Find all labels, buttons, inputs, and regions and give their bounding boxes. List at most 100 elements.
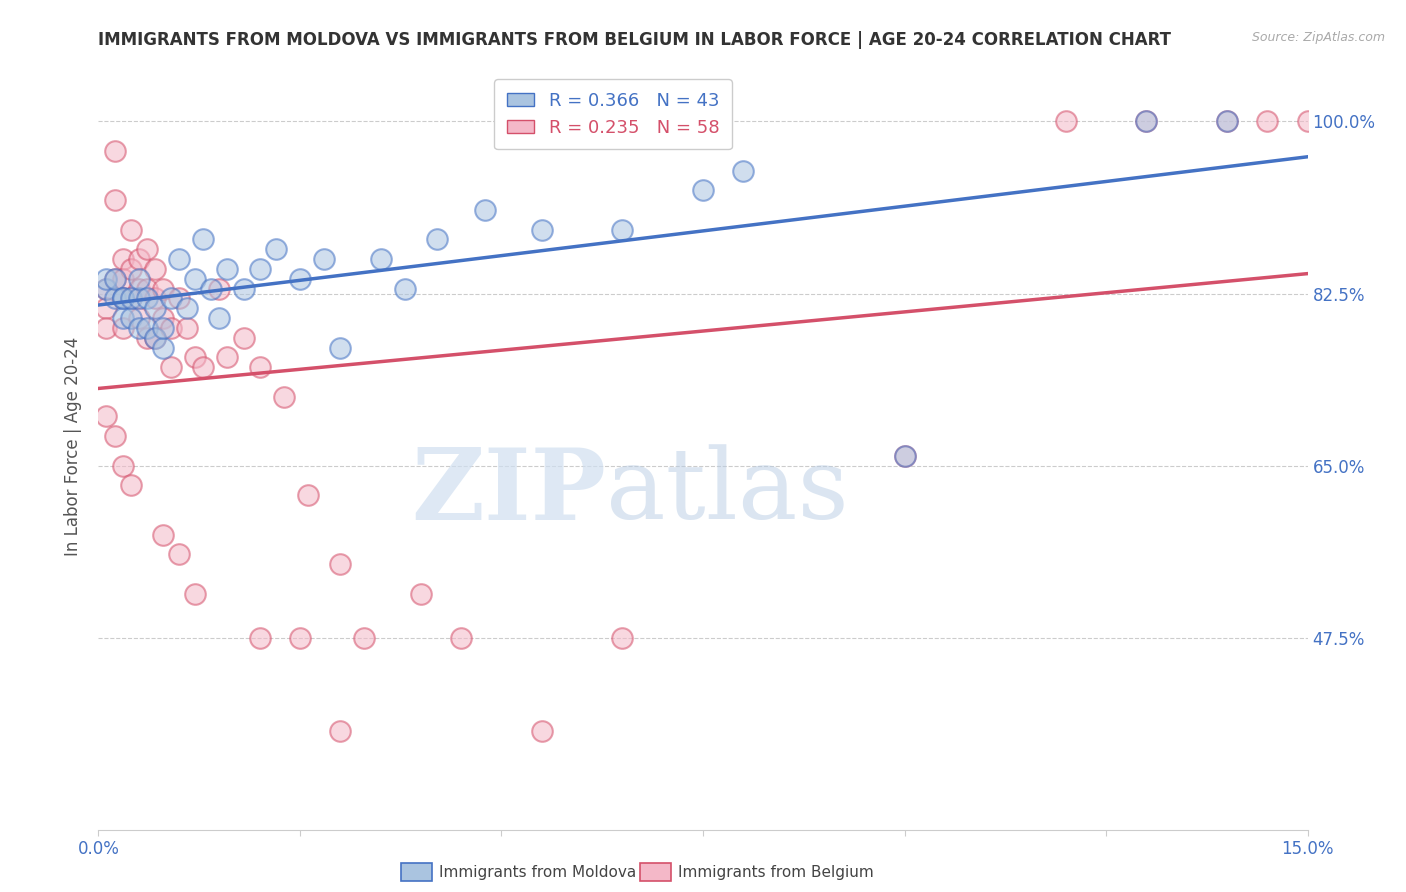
Immigrants from Moldova xyxy=(96,282,118,296)
Immigrants from Belgium xyxy=(103,429,125,443)
Immigrants from Moldova xyxy=(135,321,157,335)
Legend: R = 0.366   N = 43, R = 0.235   N = 58: R = 0.366 N = 43, R = 0.235 N = 58 xyxy=(495,79,731,150)
Text: atlas: atlas xyxy=(606,444,849,540)
Immigrants from Moldova xyxy=(152,341,174,355)
Immigrants from Moldova xyxy=(111,292,134,306)
Immigrants from Moldova xyxy=(612,222,634,236)
Immigrants from Moldova xyxy=(530,222,553,236)
Immigrants from Belgium xyxy=(329,557,352,571)
Immigrants from Belgium xyxy=(103,193,125,207)
Immigrants from Belgium xyxy=(152,527,174,541)
Immigrants from Belgium xyxy=(103,144,125,158)
Immigrants from Belgium xyxy=(160,360,183,375)
Immigrants from Belgium xyxy=(167,547,190,561)
Immigrants from Moldova xyxy=(184,272,207,286)
Immigrants from Moldova xyxy=(103,272,125,286)
Immigrants from Belgium xyxy=(353,631,375,645)
Immigrants from Moldova xyxy=(232,282,254,296)
Immigrants from Moldova xyxy=(176,301,198,316)
Text: ZIP: ZIP xyxy=(412,443,606,541)
Immigrants from Belgium xyxy=(1296,114,1319,128)
Immigrants from Belgium xyxy=(232,331,254,345)
Immigrants from Moldova xyxy=(217,262,239,277)
Immigrants from Belgium xyxy=(184,351,207,365)
Immigrants from Moldova xyxy=(370,252,392,267)
Immigrants from Belgium xyxy=(1216,114,1239,128)
Immigrants from Moldova xyxy=(135,292,157,306)
Immigrants from Belgium xyxy=(135,331,157,345)
Immigrants from Belgium xyxy=(128,252,150,267)
Immigrants from Belgium xyxy=(152,282,174,296)
Immigrants from Belgium xyxy=(249,360,271,375)
Y-axis label: In Labor Force | Age 20-24: In Labor Force | Age 20-24 xyxy=(65,336,83,556)
Immigrants from Belgium xyxy=(193,360,215,375)
Immigrants from Belgium xyxy=(1256,114,1278,128)
Immigrants from Belgium xyxy=(208,282,231,296)
Immigrants from Moldova xyxy=(120,292,142,306)
Immigrants from Moldova xyxy=(152,321,174,335)
Immigrants from Belgium xyxy=(111,292,134,306)
Immigrants from Moldova xyxy=(200,282,222,296)
Immigrants from Belgium xyxy=(297,488,319,502)
Immigrants from Belgium xyxy=(96,301,118,316)
Immigrants from Moldova xyxy=(103,292,125,306)
Immigrants from Belgium xyxy=(143,292,166,306)
Immigrants from Belgium xyxy=(273,390,295,404)
Immigrants from Belgium xyxy=(96,321,118,335)
Text: Immigrants from Moldova: Immigrants from Moldova xyxy=(439,865,636,880)
Immigrants from Belgium xyxy=(217,351,239,365)
Immigrants from Moldova xyxy=(249,262,271,277)
Immigrants from Belgium xyxy=(111,458,134,473)
Immigrants from Moldova xyxy=(314,252,336,267)
Immigrants from Belgium xyxy=(143,262,166,277)
Immigrants from Moldova xyxy=(96,272,118,286)
Immigrants from Moldova xyxy=(733,163,755,178)
Immigrants from Moldova xyxy=(143,301,166,316)
Immigrants from Moldova xyxy=(120,311,142,326)
Immigrants from Belgium xyxy=(288,631,311,645)
Immigrants from Belgium xyxy=(135,242,157,256)
Immigrants from Belgium xyxy=(120,222,142,236)
Immigrants from Moldova xyxy=(893,449,915,463)
Immigrants from Belgium xyxy=(329,724,352,739)
Immigrants from Moldova xyxy=(128,321,150,335)
Immigrants from Belgium xyxy=(530,724,553,739)
Immigrants from Moldova xyxy=(143,331,166,345)
Immigrants from Belgium xyxy=(160,321,183,335)
Immigrants from Belgium xyxy=(120,478,142,492)
Immigrants from Moldova xyxy=(474,202,496,217)
Immigrants from Moldova xyxy=(208,311,231,326)
Immigrants from Belgium xyxy=(111,272,134,286)
Immigrants from Belgium xyxy=(612,631,634,645)
Immigrants from Belgium xyxy=(184,586,207,600)
Immigrants from Moldova xyxy=(128,272,150,286)
Immigrants from Moldova xyxy=(329,341,352,355)
Immigrants from Belgium xyxy=(96,409,118,424)
Immigrants from Moldova xyxy=(193,232,215,246)
Immigrants from Belgium xyxy=(167,292,190,306)
Immigrants from Moldova xyxy=(160,292,183,306)
Immigrants from Moldova xyxy=(692,183,714,197)
Immigrants from Belgium xyxy=(152,311,174,326)
Immigrants from Moldova xyxy=(1216,114,1239,128)
Immigrants from Belgium xyxy=(96,282,118,296)
Immigrants from Belgium xyxy=(103,272,125,286)
Immigrants from Belgium xyxy=(111,321,134,335)
Immigrants from Moldova xyxy=(264,242,287,256)
Immigrants from Belgium xyxy=(143,331,166,345)
Immigrants from Moldova xyxy=(111,292,134,306)
Text: IMMIGRANTS FROM MOLDOVA VS IMMIGRANTS FROM BELGIUM IN LABOR FORCE | AGE 20-24 CO: IMMIGRANTS FROM MOLDOVA VS IMMIGRANTS FR… xyxy=(98,31,1171,49)
Immigrants from Belgium xyxy=(128,311,150,326)
Immigrants from Moldova xyxy=(394,282,416,296)
Immigrants from Belgium xyxy=(176,321,198,335)
Immigrants from Moldova xyxy=(1135,114,1157,128)
Immigrants from Moldova xyxy=(128,292,150,306)
Immigrants from Belgium xyxy=(450,631,472,645)
Immigrants from Belgium xyxy=(135,282,157,296)
Immigrants from Belgium xyxy=(128,282,150,296)
Immigrants from Belgium xyxy=(120,262,142,277)
Text: Immigrants from Belgium: Immigrants from Belgium xyxy=(678,865,873,880)
Text: Source: ZipAtlas.com: Source: ZipAtlas.com xyxy=(1251,31,1385,45)
Immigrants from Belgium xyxy=(120,292,142,306)
Immigrants from Moldova xyxy=(167,252,190,267)
